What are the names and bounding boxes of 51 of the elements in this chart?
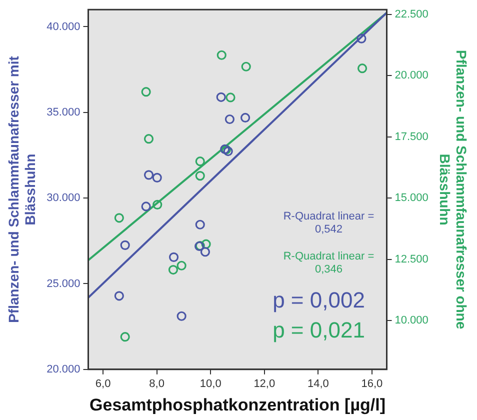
point (216, 50, 226, 60)
x-tick-label: 16,0 (361, 378, 383, 390)
y-tick-label: 25.000 (46, 278, 80, 290)
y2-tick-label: 22.500 (394, 8, 428, 21)
point (356, 34, 366, 44)
point (201, 239, 211, 249)
annotation: p = 0,002 (272, 287, 365, 312)
y-tick-label: 35.000 (46, 106, 80, 118)
y2-tick-label: 15.000 (394, 192, 428, 204)
y2-tick-label: 12.500 (394, 253, 428, 266)
annotation: p = 0,021 (272, 317, 365, 342)
point (200, 247, 210, 257)
point (226, 92, 236, 102)
x-tick-label: 12,0 (254, 378, 276, 390)
point (144, 134, 154, 144)
point (241, 62, 251, 72)
annotation: R-Quadrat linear = 0,542 (283, 210, 374, 236)
point (114, 213, 124, 223)
point (224, 114, 234, 124)
y-axis-title: Pflanzen- und Schlammfaunafresser mit Blässhuhn (5, 56, 38, 323)
y2-tick-label: 10.000 (394, 314, 428, 326)
x-tick-label: 14,0 (307, 378, 329, 390)
point (240, 112, 250, 123)
y2-tick-label: 20.000 (394, 70, 428, 82)
point (144, 170, 154, 180)
point (176, 311, 186, 321)
point (195, 156, 205, 166)
point (216, 92, 226, 102)
y-tick-label: 30.000 (46, 192, 80, 204)
y-tick-label: 20.000 (46, 363, 80, 376)
annotation: R-Quadrat linear = 0,346 (283, 250, 374, 276)
x-tick-label: 10,0 (200, 378, 222, 390)
point (357, 64, 368, 74)
point (152, 172, 162, 182)
y2-tick-label: 17.500 (394, 130, 428, 143)
point (141, 202, 151, 212)
x-tick-label: 8,0 (149, 378, 164, 390)
y-tick-label: 40.000 (46, 20, 80, 33)
point (114, 291, 124, 301)
point (168, 252, 179, 262)
point (195, 170, 205, 181)
point (141, 87, 151, 97)
point (120, 332, 130, 342)
point (195, 220, 205, 230)
point (120, 240, 130, 250)
x-axis-title: Gesamtphosphatkonzentration [µg/l] (90, 395, 386, 414)
y2-axis-title: Pflanzen- und Schlammfaunafresser ohne Blässhuhn (436, 50, 470, 330)
x-tick-label: 6,0 (95, 378, 111, 390)
point (152, 200, 162, 210)
point (168, 264, 178, 275)
point (176, 260, 186, 270)
